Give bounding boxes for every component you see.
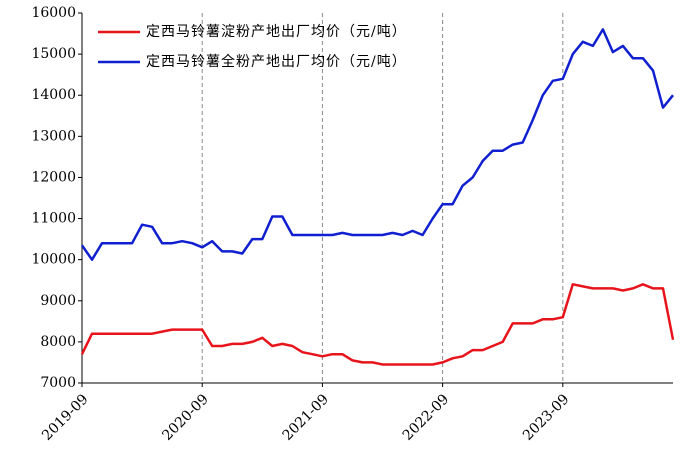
y-tick-label: 9000 [40, 293, 76, 309]
legend-label: 定西马铃薯全粉产地出厂均价（元/吨） [146, 53, 407, 70]
y-tick-label: 13000 [31, 128, 76, 144]
y-tick-label: 11000 [31, 211, 76, 227]
y-tick-label: 15000 [31, 46, 76, 62]
series-line [80, 28, 674, 261]
series-line [80, 283, 675, 366]
y-tick-label: 12000 [31, 169, 76, 185]
legend-label: 定西马铃薯淀粉产地出厂均价（元/吨） [146, 24, 407, 40]
y-tick-label: 8000 [40, 334, 76, 350]
y-tick-label: 7000 [40, 375, 76, 391]
y-tick-label: 14000 [31, 87, 76, 103]
y-tick-label: 10000 [31, 252, 76, 268]
y-tick-label: 16000 [31, 5, 76, 21]
